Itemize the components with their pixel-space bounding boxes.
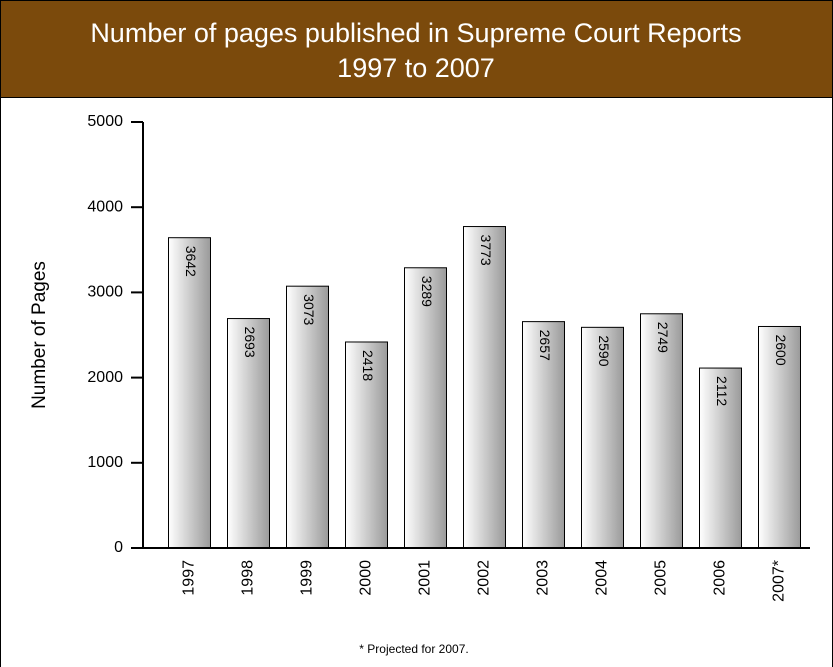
- value-label: 2749: [655, 322, 671, 353]
- bar: [345, 341, 388, 549]
- value-label: 2112: [714, 376, 730, 406]
- bar: [640, 313, 683, 549]
- bar: [227, 318, 270, 549]
- x-tick-label: 1998: [240, 560, 257, 596]
- value-label: 2418: [360, 350, 376, 381]
- value-label: 3073: [301, 294, 317, 325]
- y-tick-label: 3000: [87, 284, 123, 301]
- x-tick-label: 1999: [299, 560, 316, 596]
- value-label: 2600: [773, 334, 789, 365]
- bar: [168, 237, 211, 549]
- value-label: 2590: [596, 335, 612, 366]
- chart-title: 1997 to 2007: [337, 53, 495, 83]
- x-tick-label: 2003: [535, 560, 552, 596]
- y-tick-label: 2000: [87, 369, 123, 386]
- x-tick-label: 2001: [417, 560, 434, 596]
- title-bar: [0, 0, 833, 98]
- bar: [581, 326, 624, 549]
- value-label: 3289: [419, 276, 435, 307]
- bar: [758, 325, 801, 549]
- value-label: 3642: [183, 246, 199, 277]
- y-tick-label: 1000: [87, 454, 123, 471]
- y-tick-label: 5000: [87, 113, 123, 130]
- bar: [699, 367, 742, 549]
- x-tick-label: 2002: [476, 560, 493, 596]
- value-label: 3773: [478, 235, 494, 266]
- bar: [286, 285, 329, 549]
- value-label: 2693: [242, 327, 258, 358]
- bar: [463, 226, 506, 549]
- bar: [404, 267, 447, 549]
- x-tick-label: 2006: [712, 560, 729, 596]
- y-tick-label: 0: [114, 539, 123, 556]
- footnote: * Projected for 2007.: [359, 642, 468, 656]
- bar: [522, 321, 565, 549]
- y-axis-label: Number of Pages: [29, 261, 50, 409]
- x-tick-label: 2007*: [771, 560, 788, 602]
- value-label: 2657: [537, 330, 553, 361]
- x-tick-label: 2004: [594, 560, 611, 596]
- x-tick-label: 2000: [358, 560, 375, 596]
- y-tick-label: 4000: [87, 198, 123, 215]
- x-tick-label: 1997: [181, 560, 198, 596]
- x-tick-label: 2005: [653, 560, 670, 596]
- chart-title: Number of pages published in Supreme Cou…: [90, 18, 741, 48]
